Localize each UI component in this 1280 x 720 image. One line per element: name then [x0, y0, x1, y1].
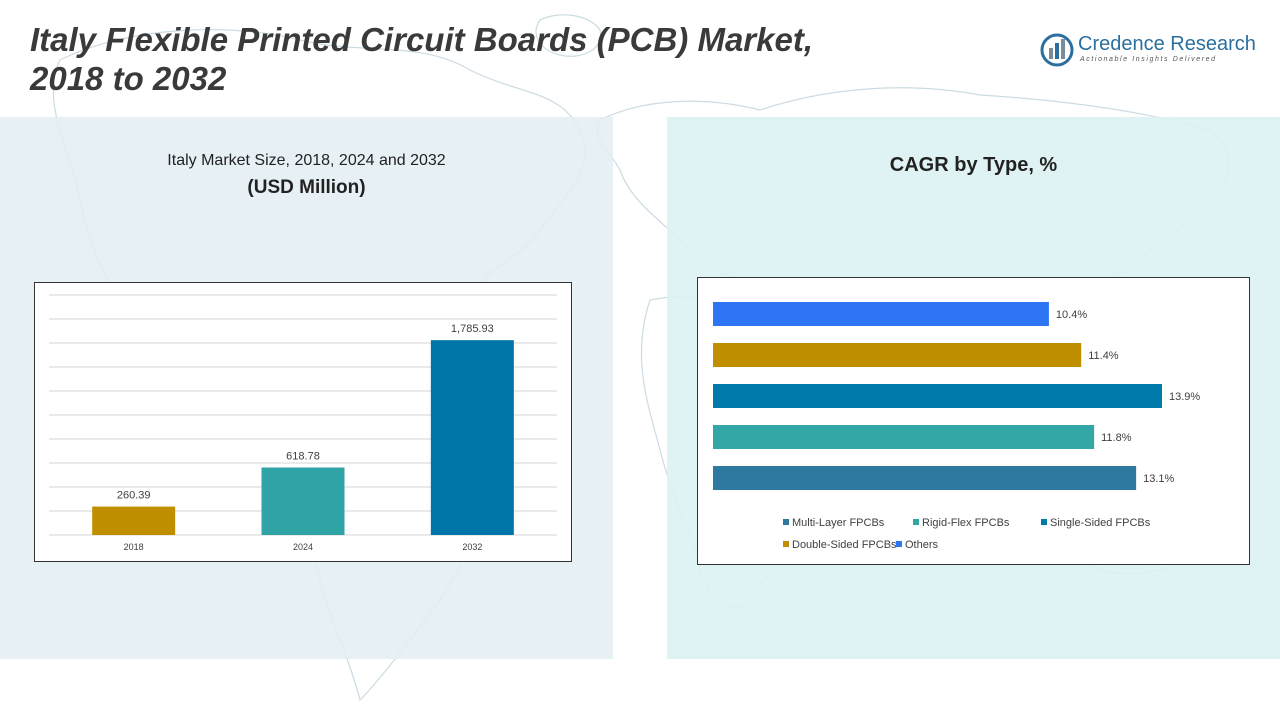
bar-value-label-2018: 260.39 [117, 490, 151, 502]
x-tick-label-2032: 2032 [462, 542, 482, 552]
x-tick-label-2018: 2018 [124, 542, 144, 552]
hbar-value-label-2: 13.9% [1169, 391, 1200, 403]
hbar-value-label-0: 10.4% [1056, 309, 1087, 321]
cagr-horizontal-bar-chart: 10.4% 11.4% 13.9% 11.8% 13.1% Multi-Layer FPC… [713, 302, 1200, 551]
page-title-line1: Italy Flexible Printed Circuit Boards (P… [30, 21, 814, 58]
legend-swatch-4 [896, 541, 902, 547]
hbar-value-label-1: 11.4% [1088, 350, 1119, 362]
legend-label-1: Rigid-Flex FPCBs [922, 517, 1010, 529]
bar-2024 [261, 467, 345, 535]
logo-name: Credence Research [1078, 33, 1256, 55]
page-title-line2: 2018 to 2032 [30, 60, 227, 97]
bar-value-label-2024: 618.78 [286, 450, 320, 462]
legend-swatch-3 [783, 541, 789, 547]
legend-swatch-0 [783, 519, 789, 525]
cagr-title: CAGR by Type, % [889, 154, 1058, 176]
hbar-multi-layer-fpcbs [713, 466, 1137, 490]
legend-label-4: Others [905, 539, 939, 551]
hbar-double-sided-fpcbs [713, 343, 1082, 367]
market-size-chart-box: 260.39 2018 618.78 2024 1,785.93 2032 [34, 282, 572, 562]
credence-research-logo: Credence Research Actionable Insights De… [1040, 30, 1256, 70]
legend-swatch-2 [1041, 519, 1047, 525]
market-size-subtitle: Italy Market Size, 2018, 2024 and 2032 [167, 152, 446, 169]
market-size-unit: (USD Million) [247, 177, 366, 198]
legend-label-2: Single-Sided FPCBs [1050, 517, 1151, 529]
hbar-single-sided-fpcbs [713, 384, 1162, 408]
bar-value-label-2032: 1,785.93 [451, 323, 494, 335]
page-title: Italy Flexible Printed Circuit Boards (P… [30, 20, 813, 98]
legend-swatch-1 [913, 519, 919, 525]
hbar-others [713, 302, 1049, 326]
market-size-bar-chart: 260.39 2018 618.78 2024 1,785.93 2032 [49, 294, 557, 552]
logo-tagline: Actionable Insights Delivered [1080, 56, 1217, 63]
bar-chart-logo-icon [1040, 33, 1074, 67]
x-tick-label-2024: 2024 [293, 542, 313, 552]
hbar-rigid-flex-fpcbs [713, 425, 1095, 449]
legend-label-0: Multi-Layer FPCBs [792, 517, 885, 529]
legend-label-3: Double-Sided FPCBs [792, 539, 897, 551]
bar-2032 [430, 340, 514, 535]
bar-2018 [92, 506, 176, 535]
cagr-chart-box: 10.4% 11.4% 13.9% 11.8% 13.1% Multi-Layer FPC… [697, 277, 1250, 565]
hbar-value-label-3: 11.8% [1101, 432, 1132, 444]
hbar-value-label-4: 13.1% [1143, 473, 1174, 485]
